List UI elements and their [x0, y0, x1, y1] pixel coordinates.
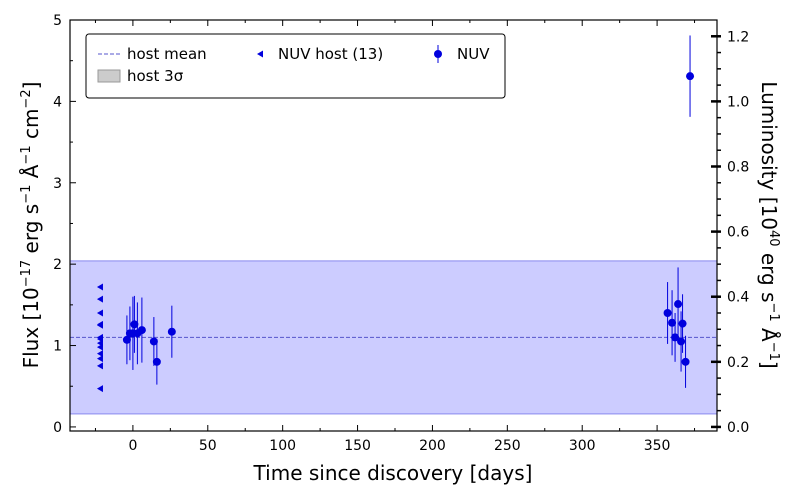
x-tick-label: 0 — [128, 438, 137, 454]
y-tick-label: 4 — [53, 94, 62, 110]
nuv-point — [152, 357, 161, 366]
axes: 0 50 100 150 200 250 300 350 0 1 2 3 4 5 0.0 0.2 0.4 0.6 0… — [53, 13, 749, 454]
y2-axis-label: Luminosity [1040 erg s−1 Å−1] — [757, 81, 781, 368]
y-axis-label: Flux [10−17 erg s−1 Å−1 cm−2] — [19, 82, 43, 369]
host-limit-marker — [96, 295, 103, 303]
y2-tick-label: 1.0 — [727, 94, 749, 110]
legend-nuv-label: NUV — [457, 45, 490, 63]
nuv-point — [122, 335, 131, 344]
y2-tick-label: 0.4 — [727, 290, 749, 306]
y-tick-label: 1 — [53, 339, 62, 355]
y2-tick-label: 0.0 — [727, 420, 749, 436]
nuv-point — [686, 72, 695, 81]
y2-tick-label: 0.8 — [727, 159, 749, 175]
y2-tick-label: 0.6 — [727, 225, 749, 241]
plot-frame — [69, 19, 718, 432]
nuv-point — [130, 320, 139, 329]
host-limit-marker — [96, 333, 103, 341]
host-limit-marker — [96, 283, 103, 291]
host-limit-marker — [96, 355, 103, 363]
y-tick-label: 3 — [53, 176, 62, 192]
nuv-point — [167, 327, 176, 336]
x-tick-label: 50 — [199, 438, 217, 454]
nuv-point — [668, 318, 677, 327]
legend-nuv-marker — [434, 50, 442, 58]
y2-tick-label: 0.2 — [727, 355, 749, 371]
nuv-point — [674, 300, 683, 309]
legend-host-label: NUV host (13) — [278, 45, 383, 63]
x-tick-label: 150 — [344, 438, 371, 454]
host-limit-marker — [96, 385, 103, 393]
y-tick-label: 0 — [53, 420, 62, 436]
y-tick-label: 2 — [53, 257, 62, 273]
host-limit-marker — [96, 320, 103, 328]
legend: host mean NUV host (13) NUV host 3σ — [85, 33, 506, 99]
x-axis-label: Time since discovery [days] — [253, 461, 533, 485]
y-tick-label: 5 — [53, 13, 62, 29]
host-limit-marker — [96, 309, 103, 317]
legend-band-marker — [97, 69, 121, 83]
nuv-point — [671, 333, 680, 342]
plot-area — [69, 35, 718, 415]
nuv-point — [137, 326, 146, 335]
x-tick-label: 200 — [419, 438, 446, 454]
host-band — [69, 260, 718, 415]
nuv-point — [677, 337, 686, 346]
host-limit-marker — [96, 362, 103, 370]
nuv-point — [149, 337, 158, 346]
nuv-point — [681, 357, 690, 366]
legend-band-label: host 3σ — [127, 67, 184, 85]
legend-host-triangle-marker — [257, 50, 263, 58]
host-limit-marker — [96, 350, 103, 358]
legend-host-mean-label: host mean — [127, 45, 207, 63]
y2-tick-label: 1.2 — [727, 29, 749, 45]
nuv-point — [663, 308, 672, 317]
x-tick-label: 250 — [494, 438, 521, 454]
x-tick-label: 100 — [269, 438, 296, 454]
x-tick-label: 300 — [569, 438, 596, 454]
x-tick-label: 350 — [644, 438, 671, 454]
legend-frame — [85, 33, 506, 99]
nuv-point — [678, 319, 687, 328]
